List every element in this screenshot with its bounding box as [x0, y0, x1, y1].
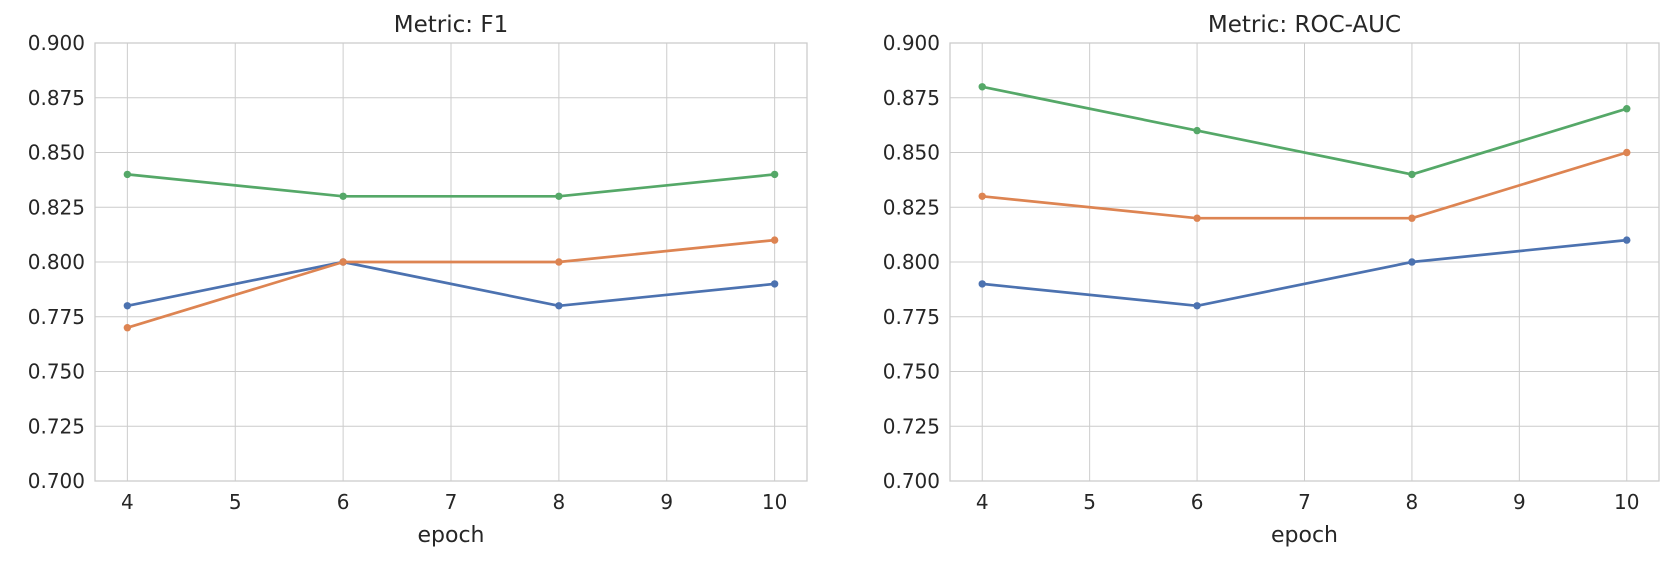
y-tick-label: 0.700 [28, 469, 85, 493]
y-tick-label: 0.825 [883, 195, 940, 219]
y-tick-label: 0.850 [28, 141, 85, 165]
series-line-blue-series [126, 260, 776, 308]
data-point-marker-orange-series [1193, 214, 1201, 222]
y-tick-label: 0.875 [883, 86, 940, 110]
data-point-marker-blue-series [123, 302, 132, 310]
data-point-marker-orange-series [770, 236, 779, 244]
data-point-marker-green-series [978, 83, 986, 91]
y-tick-label: 0.775 [28, 305, 85, 329]
data-point-marker-blue-series [770, 280, 779, 288]
x-tick-label: 6 [1191, 490, 1204, 514]
data-point-marker-blue-series [978, 280, 986, 288]
y-tick-label: 0.725 [883, 414, 940, 438]
series-line-orange-series [126, 238, 776, 330]
x-tick-label: 5 [1083, 490, 1096, 514]
x-axis-label: epoch [1271, 523, 1338, 548]
x-tick-label: 7 [1298, 490, 1311, 514]
x-tick-label: 9 [660, 490, 673, 514]
series-line-green-series [126, 173, 776, 198]
y-tick-label: 0.700 [883, 469, 940, 493]
plot-svg: 0.700 0.725 0.750 0.775 0.800 0.825 0.850 0.875… [28, 12, 808, 548]
y-tick-label: 0.775 [883, 305, 940, 329]
data-point-marker-blue-series [1408, 258, 1416, 266]
data-point-marker-green-series [1193, 126, 1201, 135]
y-tick-label: 0.800 [28, 250, 85, 274]
x-tick-label: 9 [1513, 490, 1526, 514]
series-line-blue-series [980, 238, 1629, 308]
x-tick-label: 4 [121, 490, 134, 514]
data-point-marker-blue-series [555, 302, 563, 310]
y-tick-label: 0.875 [28, 86, 85, 110]
data-point-marker-orange-series [1408, 214, 1416, 222]
y-tick-label: 0.900 [883, 31, 940, 55]
chart-f1: 0.700 0.725 0.750 0.775 0.800 0.825 0.850 0.875… [0, 0, 836, 565]
x-tick-label: 4 [976, 490, 989, 514]
x-tick-label: 8 [1406, 490, 1419, 514]
y-tick-label: 0.825 [28, 195, 85, 219]
x-tick-label: 7 [445, 490, 458, 514]
data-point-marker-orange-series [339, 258, 347, 266]
y-tick-label: 0.750 [883, 360, 940, 384]
data-point-marker-green-series [770, 170, 779, 179]
x-tick-label: 10 [1614, 490, 1639, 514]
data-point-marker-blue-series [1623, 236, 1631, 244]
data-point-marker-green-series [1408, 170, 1416, 179]
data-point-marker-orange-series [978, 192, 986, 200]
x-tick-label: 5 [229, 490, 242, 514]
plot-svg: 0.700 0.725 0.750 0.775 0.800 0.825 0.850 0.875… [883, 12, 1660, 548]
data-point-marker-green-series [1623, 105, 1631, 113]
plot-border [94, 42, 808, 482]
data-point-marker-orange-series [123, 324, 132, 332]
y-tick-label: 0.850 [883, 141, 940, 165]
y-tick-label: 0.900 [28, 31, 85, 55]
x-tick-label: 10 [762, 490, 787, 514]
series-line-orange-series [980, 151, 1629, 220]
x-axis-label: epoch [418, 523, 485, 548]
chart-roc-auc: 0.700 0.725 0.750 0.775 0.800 0.825 0.850 0.875… [836, 0, 1673, 565]
y-tick-label: 0.800 [883, 250, 940, 274]
plot-border [949, 42, 1660, 482]
chart-title: Metric: F1 [394, 12, 508, 38]
series-line-green-series [980, 85, 1629, 176]
data-point-marker-green-series [555, 192, 563, 200]
x-tick-label: 6 [337, 490, 350, 514]
x-tick-label: 8 [553, 490, 566, 514]
data-point-marker-orange-series [555, 258, 563, 266]
y-tick-label: 0.750 [28, 360, 85, 384]
data-point-marker-blue-series [1193, 302, 1201, 310]
data-point-marker-orange-series [1623, 148, 1631, 157]
chart-title: Metric: ROC-AUC [1208, 12, 1401, 38]
y-tick-label: 0.725 [28, 414, 85, 438]
data-point-marker-green-series [123, 170, 132, 179]
data-point-marker-green-series [339, 192, 347, 200]
